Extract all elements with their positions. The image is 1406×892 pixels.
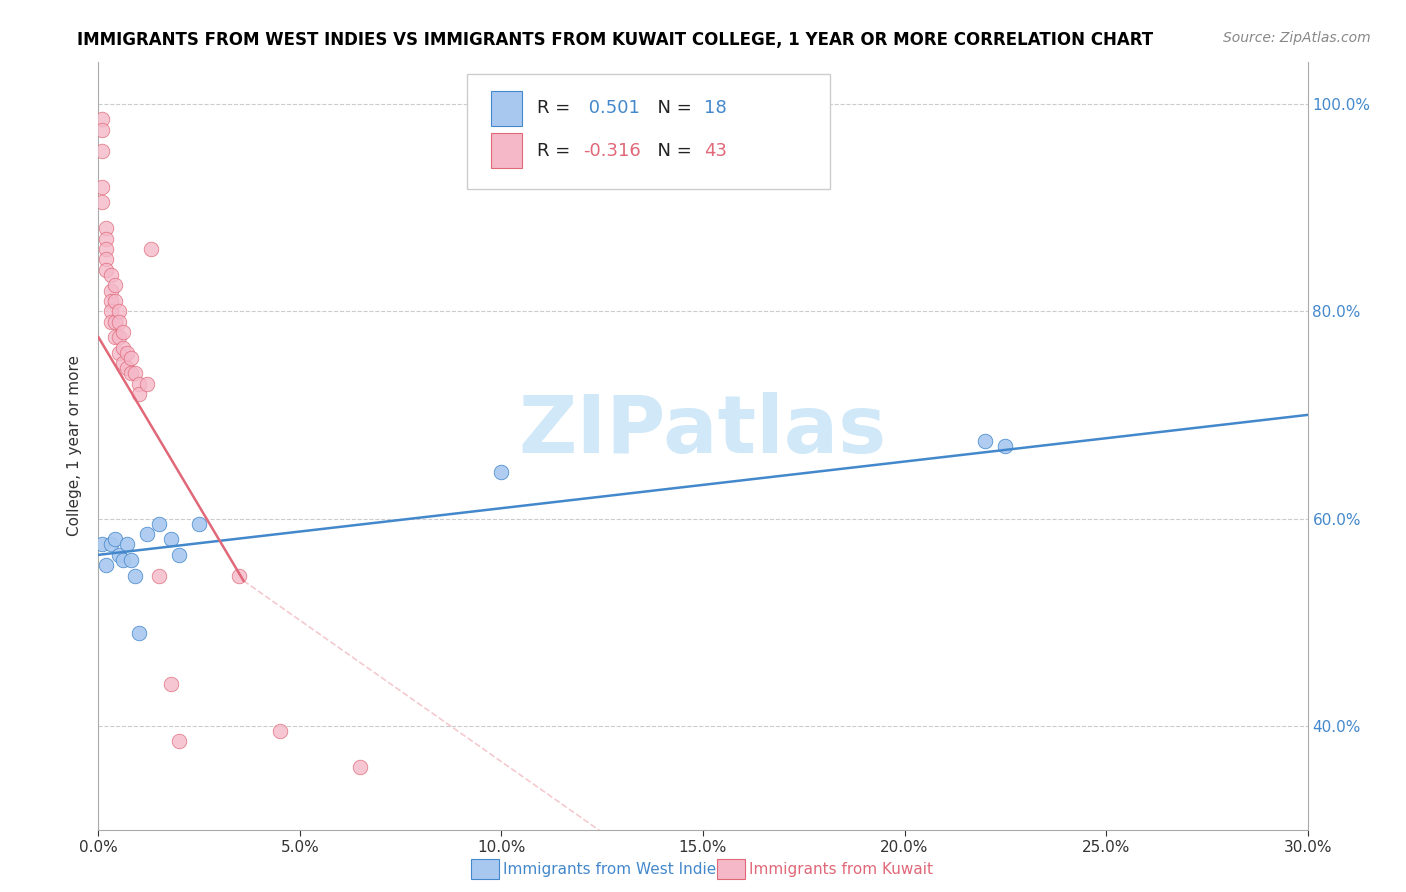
Point bbox=[91, 179, 114, 194]
Point bbox=[128, 387, 150, 401]
Text: -0.316: -0.316 bbox=[583, 142, 641, 160]
Text: IMMIGRANTS FROM WEST INDIES VS IMMIGRANTS FROM KUWAIT COLLEGE, 1 YEAR OR MORE CO: IMMIGRANTS FROM WEST INDIES VS IMMIGRANT… bbox=[77, 31, 1153, 49]
Text: 18: 18 bbox=[704, 100, 727, 118]
Text: Immigrants from Kuwait: Immigrants from Kuwait bbox=[749, 863, 934, 877]
Point bbox=[103, 315, 125, 329]
Point bbox=[160, 533, 183, 547]
Point bbox=[148, 516, 170, 531]
Point bbox=[96, 558, 118, 573]
Text: Source: ZipAtlas.com: Source: ZipAtlas.com bbox=[1223, 31, 1371, 45]
Point bbox=[91, 123, 114, 137]
Point bbox=[91, 537, 114, 551]
Point bbox=[91, 195, 114, 210]
Point bbox=[115, 361, 138, 376]
Point bbox=[107, 304, 129, 318]
Point bbox=[135, 527, 157, 541]
Point bbox=[115, 537, 138, 551]
Point bbox=[167, 548, 190, 562]
Y-axis label: College, 1 year or more: College, 1 year or more bbox=[67, 356, 83, 536]
Text: N =: N = bbox=[647, 142, 697, 160]
Point bbox=[100, 304, 122, 318]
Point bbox=[120, 351, 142, 365]
Point bbox=[167, 734, 190, 748]
Point bbox=[139, 242, 162, 256]
Point bbox=[100, 315, 122, 329]
Text: ZIPatlas: ZIPatlas bbox=[519, 392, 887, 470]
Point bbox=[96, 252, 118, 267]
Point bbox=[100, 268, 122, 282]
FancyBboxPatch shape bbox=[492, 134, 522, 168]
Point bbox=[188, 838, 211, 852]
Point bbox=[107, 548, 129, 562]
Point bbox=[96, 232, 118, 246]
Point bbox=[111, 356, 134, 370]
Point bbox=[128, 376, 150, 391]
Point bbox=[100, 537, 122, 551]
Point bbox=[107, 315, 129, 329]
Point bbox=[349, 760, 371, 774]
Text: 0.501: 0.501 bbox=[583, 100, 640, 118]
Point bbox=[107, 330, 129, 344]
Point bbox=[103, 278, 125, 293]
Point bbox=[103, 293, 125, 308]
Point bbox=[269, 724, 291, 739]
Text: R =: R = bbox=[537, 100, 576, 118]
Point bbox=[994, 439, 1017, 453]
FancyBboxPatch shape bbox=[467, 74, 830, 189]
Text: Immigrants from West Indies: Immigrants from West Indies bbox=[503, 863, 724, 877]
Point bbox=[96, 262, 118, 277]
Text: N =: N = bbox=[647, 100, 697, 118]
Point bbox=[103, 330, 125, 344]
Point bbox=[100, 293, 122, 308]
Point bbox=[228, 568, 250, 582]
Point bbox=[111, 553, 134, 567]
Point bbox=[115, 345, 138, 359]
Point bbox=[188, 516, 211, 531]
Point bbox=[124, 568, 146, 582]
FancyBboxPatch shape bbox=[492, 91, 522, 126]
Point bbox=[491, 465, 513, 479]
Point bbox=[160, 677, 183, 691]
Point bbox=[974, 434, 997, 448]
Point bbox=[107, 345, 129, 359]
Text: 43: 43 bbox=[704, 142, 727, 160]
Point bbox=[100, 284, 122, 298]
Text: R =: R = bbox=[537, 142, 576, 160]
Point bbox=[96, 242, 118, 256]
Point bbox=[91, 112, 114, 127]
Point bbox=[111, 325, 134, 339]
Point bbox=[103, 533, 125, 547]
Point bbox=[111, 341, 134, 355]
Point bbox=[148, 568, 170, 582]
Point bbox=[120, 367, 142, 381]
Point bbox=[128, 625, 150, 640]
Point bbox=[135, 376, 157, 391]
Point bbox=[96, 221, 118, 235]
Point bbox=[124, 367, 146, 381]
Point bbox=[120, 553, 142, 567]
Point bbox=[91, 144, 114, 158]
